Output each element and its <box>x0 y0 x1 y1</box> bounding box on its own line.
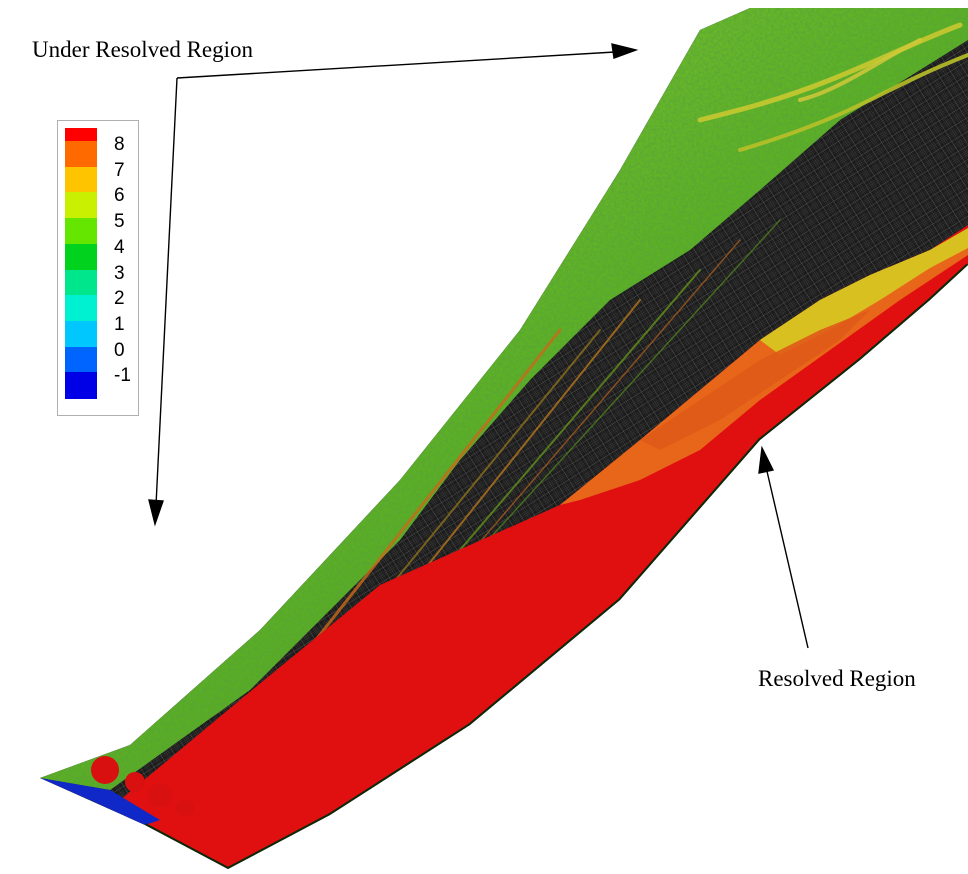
legend-swatch <box>65 346 97 374</box>
legend-label: 7 <box>114 159 125 181</box>
legend-label: 1 <box>114 313 125 335</box>
root-red-blobs <box>91 756 194 817</box>
legend-label: -1 <box>114 365 131 387</box>
legend-swatch <box>65 243 97 271</box>
color-legend: 8 7 6 5 4 3 2 1 0 -1 <box>57 120 139 416</box>
legend-label: 4 <box>114 236 125 258</box>
legend-label: 8 <box>114 134 125 155</box>
legend-swatch <box>65 372 97 399</box>
legend-label: 3 <box>114 262 125 284</box>
legend-swatch <box>65 141 97 168</box>
legend-label: 5 <box>114 211 125 233</box>
resolved-orange-inner <box>640 310 870 450</box>
legend-label: 0 <box>114 339 125 361</box>
legend-swatch <box>65 166 97 194</box>
under-resolved-region-label: Under Resolved Region <box>32 37 254 62</box>
legend-swatch <box>65 192 97 220</box>
legend-label: 2 <box>114 288 125 310</box>
resolved-region-label: Resolved Region <box>758 666 916 691</box>
resolved-arrow <box>758 445 809 649</box>
legend-swatch <box>65 218 97 245</box>
root-blue-region <box>40 778 160 825</box>
under-resolved-arrows <box>148 43 639 527</box>
legend-swatch <box>65 320 97 348</box>
resolved-yellow-region <box>760 228 968 355</box>
legend-label: 6 <box>114 185 125 207</box>
legend-swatch <box>65 269 97 297</box>
legend-swatch-top <box>65 128 97 141</box>
legend-swatch <box>65 295 97 322</box>
